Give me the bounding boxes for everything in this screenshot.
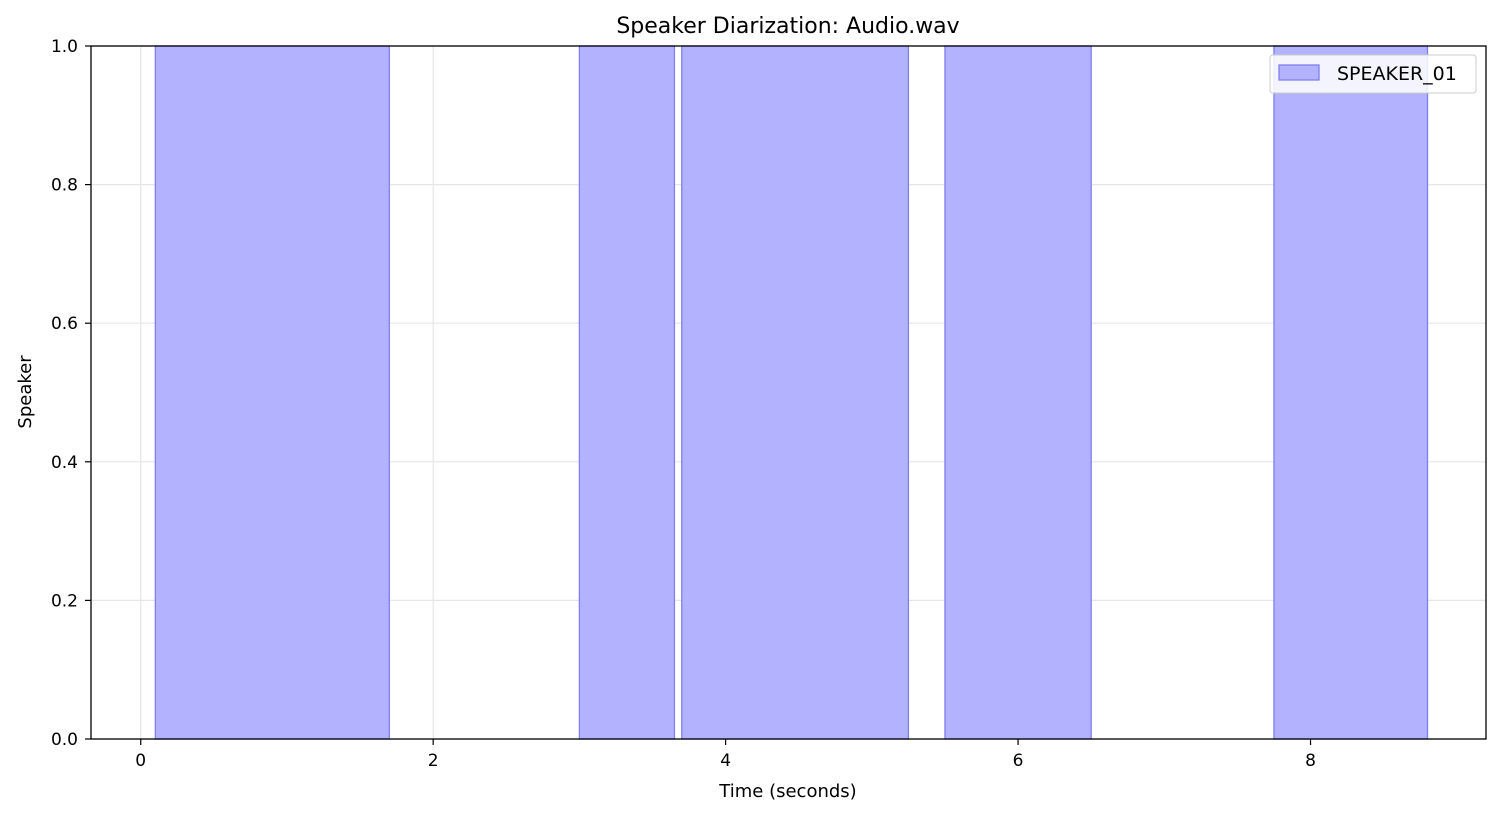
y-tick-label-3: 0.6 [51, 314, 78, 334]
legend-label-speaker-01: SPEAKER_01 [1337, 63, 1457, 85]
y-tick-label-2: 0.4 [51, 453, 78, 473]
x-tick-label-2: 4 [720, 751, 731, 771]
speaker-segment-3 [944, 45, 1092, 740]
speaker-segment-2 [681, 45, 910, 740]
speaker-segments [154, 45, 1429, 740]
y-tick-label-1: 0.2 [51, 591, 78, 611]
y-axis: 0.0 0.2 0.4 0.6 0.8 1.0 [51, 37, 91, 750]
chart-title: Speaker Diarization: Audio.wav [616, 14, 959, 39]
x-tick-label-4: 8 [1305, 751, 1316, 771]
plot-frame [90, 45, 1487, 740]
x-tick-label-0: 0 [135, 751, 146, 771]
speaker-segment-4 [1273, 45, 1429, 740]
x-tick-label-3: 6 [1013, 751, 1024, 771]
x-axis: 0 2 4 6 8 [135, 739, 1316, 771]
x-tick-label-1: 2 [428, 751, 439, 771]
y-tick-label-5: 1.0 [51, 37, 78, 57]
legend-box [1269, 54, 1477, 94]
y-axis-label: Speaker [15, 355, 36, 429]
y-tick-label-4: 0.8 [51, 176, 78, 196]
y-tick-label-0: 0.0 [51, 730, 78, 750]
legend-swatch-speaker-01 [1278, 64, 1320, 81]
legend: SPEAKER_01 [1269, 54, 1477, 94]
speaker-segment-1 [578, 45, 676, 740]
x-axis-label: Time (seconds) [718, 781, 856, 802]
speaker-segment-0 [154, 45, 390, 740]
